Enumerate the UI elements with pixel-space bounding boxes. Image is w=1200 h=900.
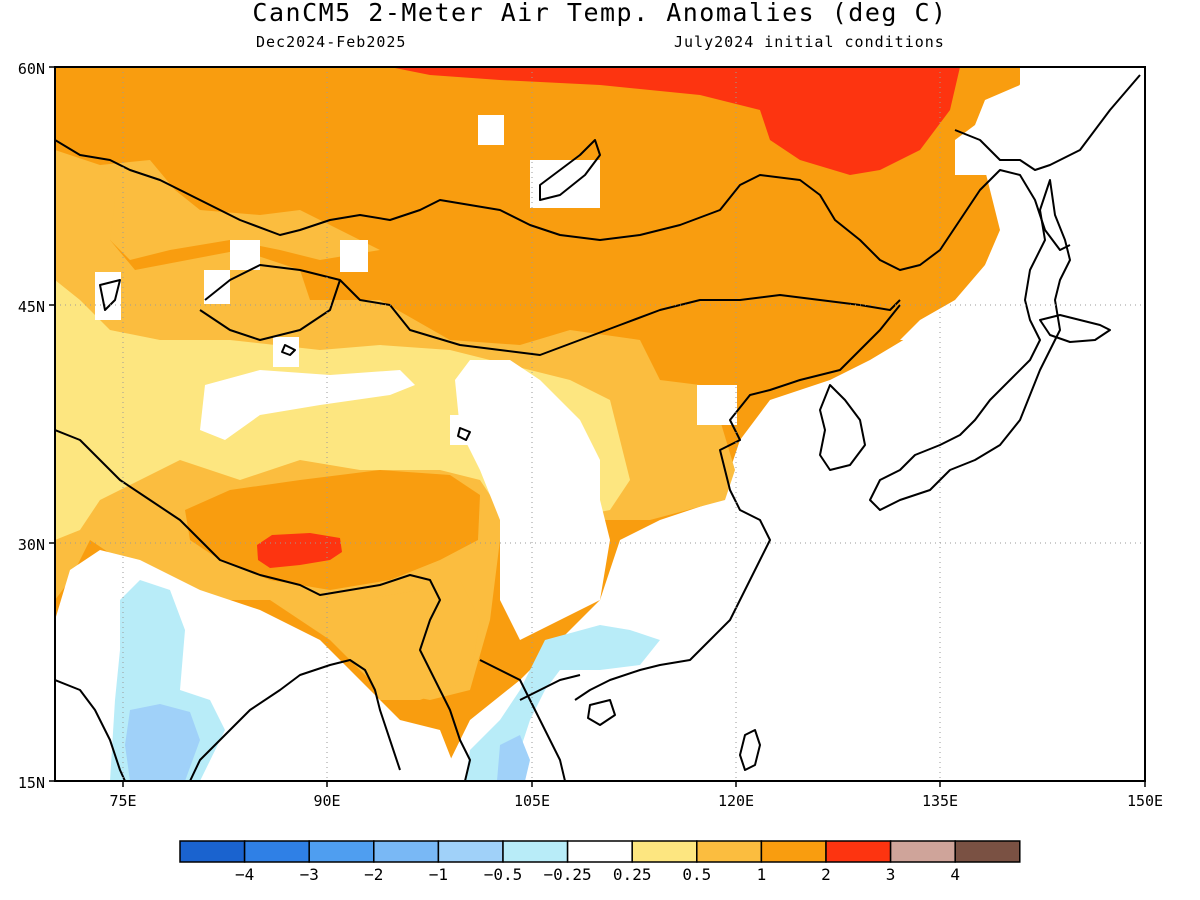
season-label: Dec2024-Feb2025 (256, 33, 407, 51)
legend-label: −0.25 (544, 865, 592, 884)
legend-label: −0.5 (484, 865, 523, 884)
legend-label: −2 (364, 865, 383, 884)
legend-color-box (437, 840, 504, 863)
legend-label: 0.25 (613, 865, 652, 884)
legend-color-box (696, 840, 763, 863)
legend-color-box (502, 840, 569, 863)
anomaly-field-cool-india-core (125, 704, 200, 781)
lon-tick-label: 150E (1127, 792, 1163, 810)
lat-tick-label: 60N (18, 60, 45, 78)
anomaly-field-2-3-north (390, 67, 960, 175)
legend-color-box (631, 840, 698, 863)
grid-lines (55, 67, 1145, 781)
missing-data-cells (95, 115, 737, 445)
anomaly-field-neutral-east (440, 67, 1145, 781)
latitude-labels: 60N 45N 30N 15N (18, 60, 45, 792)
legend-label: 1 (757, 865, 767, 884)
legend-color-box (954, 840, 1021, 863)
legend-label: 3 (886, 865, 896, 884)
legend-color-box (566, 840, 633, 863)
coastlines-and-borders (55, 74, 1141, 781)
anomaly-field-neutral-northeast (900, 67, 1145, 340)
lat-tick-label: 45N (18, 298, 45, 316)
color-legend: −4 −3 −2 −1 −0.5 −0.25 0.25 0.5 1 2 3 4 (179, 840, 1021, 884)
lat-tick-label: 15N (18, 774, 45, 792)
tick-marks (49, 66, 1146, 787)
legend-color-box (825, 840, 892, 863)
legend-color-box (243, 840, 310, 863)
lon-tick-label: 75E (109, 792, 136, 810)
anomaly-field-cool-indochina-core (497, 735, 530, 781)
legend-color-box (760, 840, 827, 863)
lat-tick-label: 30N (18, 536, 45, 554)
longitude-labels: 75E 90E 105E 120E 135E 150E (109, 792, 1163, 810)
legend-color-box (308, 840, 375, 863)
legend-label: 0.5 (682, 865, 711, 884)
anomaly-field-0-5-1-indochina (360, 580, 480, 700)
lon-tick-label: 120E (718, 792, 754, 810)
plot-frame (54, 66, 1146, 782)
lon-tick-label: 135E (922, 792, 958, 810)
legend-label: −4 (235, 865, 254, 884)
lon-tick-label: 105E (514, 792, 550, 810)
legend-label: 4 (950, 865, 960, 884)
anomaly-field-neutral-central (200, 370, 415, 440)
anomaly-field-2-3-tibet (257, 533, 342, 568)
legend-color-box (179, 840, 246, 863)
initial-conditions-label: July2024 initial conditions (674, 33, 945, 51)
legend-label: 2 (821, 865, 831, 884)
legend-color-box (373, 840, 440, 863)
anomaly-fields (55, 67, 1145, 781)
legend-color-box (889, 840, 956, 863)
chart-title: CanCM5 2-Meter Air Temp. Anomalies (deg … (252, 0, 948, 27)
anomaly-field-neutral-china (455, 360, 610, 640)
legend-label: −3 (300, 865, 319, 884)
legend-label: −1 (429, 865, 448, 884)
lon-tick-label: 90E (313, 792, 340, 810)
